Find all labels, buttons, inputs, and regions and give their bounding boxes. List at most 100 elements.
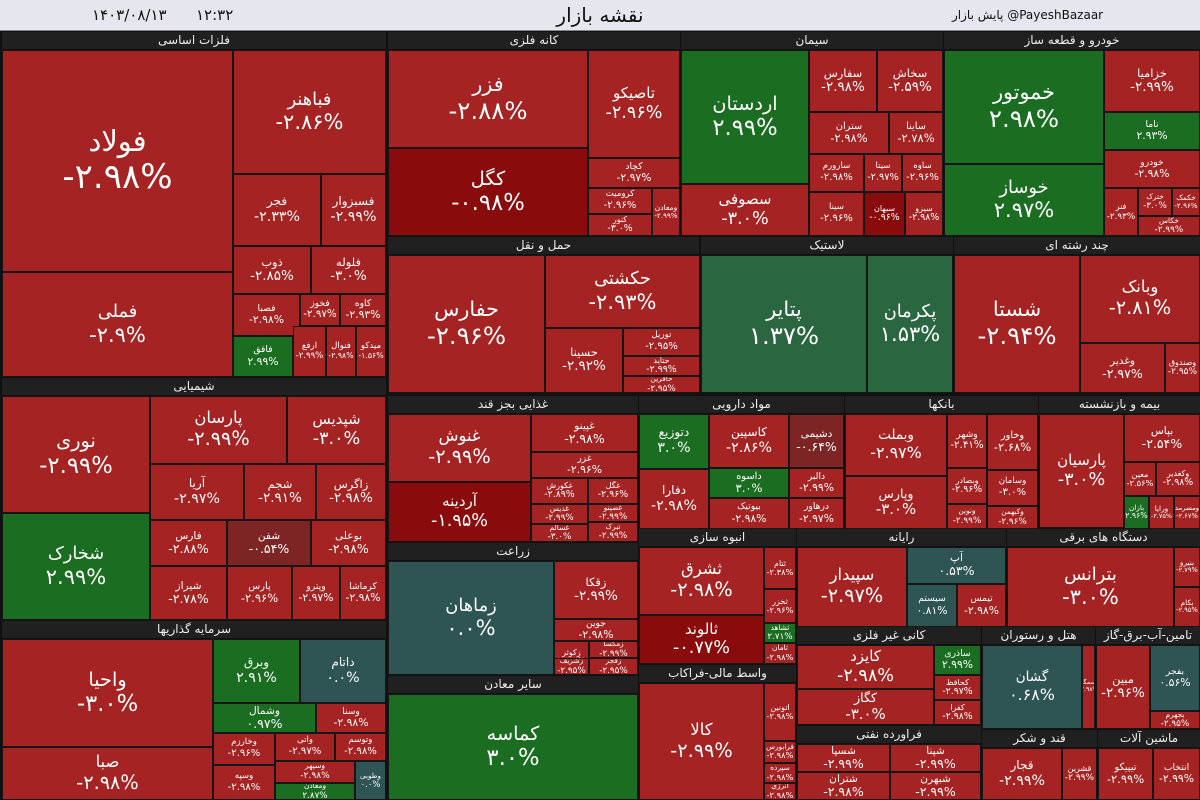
stock-tile[interactable]: فرابورس -۲.۹۸% [764, 741, 796, 763]
stock-tile[interactable]: وخارزم -۲.۹۶% [213, 733, 275, 765]
stock-tile[interactable]: تیمس -۲.۹۸% [957, 584, 1006, 627]
stock-tile[interactable]: ثتام -۲.۳۸% [764, 547, 796, 589]
stock-tile[interactable]: وسنا -۲.۹۸% [316, 703, 386, 733]
stock-tile[interactable]: ثالوند -۰.۷۷% [639, 615, 764, 664]
stock-tile[interactable]: فارس -۲.۸۸% [150, 520, 227, 566]
stock-tile[interactable]: تاصیکو -۲.۹۶% [588, 50, 680, 158]
stock-tile[interactable]: غصینو -۲.۹۹% [588, 504, 638, 522]
stock-tile[interactable]: غکورش -۲.۸۹% [531, 478, 588, 504]
stock-tile[interactable]: فلوله -۳.۰% [311, 246, 386, 294]
stock-tile[interactable]: شپنا -۲.۹۹% [890, 744, 981, 772]
stock-tile[interactable]: کگل -۰.۹۸% [388, 148, 588, 236]
stock-tile[interactable]: سیتا -۲.۹۷% [864, 154, 902, 192]
stock-tile[interactable]: غپینو -۲.۹۸% [531, 414, 638, 452]
stock-tile[interactable]: خوساز ۲.۹۷% [944, 164, 1104, 236]
stock-tile[interactable]: کچاد -۲.۹۷% [588, 158, 680, 188]
stock-tile[interactable]: فملی -۲.۹% [2, 272, 233, 377]
stock-tile[interactable]: پارسان -۲.۹۹% [150, 396, 287, 464]
stock-tile[interactable]: وتوسم -۲.۹۸% [335, 733, 386, 761]
stock-tile[interactable]: ومعادن -۲.۹۹% [652, 188, 680, 236]
stock-tile[interactable]: سیزو -۲.۹۸% [905, 192, 943, 236]
stock-tile[interactable]: غزر -۲.۹۶% [531, 452, 638, 478]
stock-tile[interactable]: سینا -۲.۹۶% [809, 192, 864, 236]
stock-tile[interactable]: ومسرمد -۲.۶۷% [1174, 496, 1200, 529]
stock-tile[interactable]: انرژی -۲.۹۸% [764, 783, 796, 800]
stock-tile[interactable]: میدکو -۱.۵۶% [356, 326, 386, 377]
stock-tile[interactable]: خودرو -۲.۹۸% [1104, 150, 1200, 188]
stock-tile[interactable]: انتخاب -۲.۹۹% [1153, 748, 1200, 800]
stock-tile[interactable]: معین -۲.۵۶% [1124, 462, 1156, 496]
stock-tile[interactable]: غدیس -۲.۹۹% [531, 504, 588, 524]
stock-tile[interactable]: ومعادن ۲.۸۷% [275, 783, 355, 800]
stock-tile[interactable]: وخاور -۲.۶۸% [987, 414, 1038, 470]
stock-tile[interactable]: ساینا -۲.۷۸% [889, 112, 943, 154]
stock-tile[interactable]: زمگسا -۲.۹۹% [589, 641, 638, 658]
stock-tile[interactable]: بترانس -۳.۰% [1007, 547, 1174, 627]
stock-tile[interactable]: زماهان ۰.۰% [388, 561, 554, 675]
stock-tile[interactable]: سیستم ۰.۸۱% [907, 584, 957, 627]
stock-tile[interactable]: ثامان -۲.۹۸% [764, 643, 796, 664]
stock-tile[interactable]: ستران -۲.۹۸% [809, 112, 889, 154]
stock-tile[interactable]: حافرین -۲.۹۵% [623, 376, 700, 393]
stock-tile[interactable]: ورایا -۲.۷۵% [1149, 496, 1174, 529]
stock-tile[interactable]: وبملت -۲.۹۷% [845, 414, 947, 476]
stock-tile[interactable]: اتونین -۲.۹۸% [764, 683, 796, 741]
stock-tile[interactable]: قجار -۲.۹۹% [982, 748, 1062, 800]
stock-tile[interactable]: حسینا -۲.۹۲% [545, 328, 623, 393]
stock-tile[interactable]: حتاید -۲.۹۹% [623, 356, 700, 376]
stock-tile[interactable]: نوری -۲.۹۹% [2, 396, 150, 513]
stock-tile[interactable]: وصندوق -۲.۹۵% [1165, 343, 1200, 393]
stock-tile[interactable]: درهاور -۲.۹۷% [789, 498, 844, 529]
stock-tile[interactable]: ونوین -۲.۹۹% [947, 504, 987, 529]
stock-tile[interactable]: پارسیان -۳.۰% [1039, 414, 1124, 528]
stock-tile[interactable]: شسپا -۲.۹۹% [797, 744, 890, 772]
stock-tile[interactable]: ارفع -۲.۹۹% [293, 326, 326, 377]
stock-tile[interactable]: وکبهمن -۲.۹۶% [987, 506, 1038, 529]
stock-tile[interactable]: قشرین -۲.۹۹% [1062, 748, 1097, 800]
stock-tile[interactable]: بکام -۲.۹۵% [1174, 587, 1200, 627]
stock-tile[interactable]: تبرک -۲.۹۹% [588, 522, 638, 542]
stock-tile[interactable]: وپترو -۲.۹۷% [292, 566, 340, 620]
stock-tile[interactable]: کرومیت -۲.۹۶% [588, 188, 652, 214]
stock-tile[interactable]: حفارس -۲.۹۶% [388, 255, 545, 393]
stock-tile[interactable]: آریا -۲.۹۷% [150, 464, 244, 520]
stock-tile[interactable]: سپیدار -۲.۹۷% [797, 547, 907, 627]
stock-tile[interactable]: کفرا -۲.۹۸% [934, 700, 981, 725]
stock-tile[interactable]: دتوزیع ۳.۰% [639, 414, 709, 469]
stock-tile[interactable]: کالا -۲.۹۹% [639, 683, 764, 800]
stock-tile[interactable]: بنیرو -۲.۷۹% [1174, 547, 1200, 587]
stock-tile[interactable]: بوعلی -۲.۹۸% [311, 520, 386, 566]
stock-tile[interactable]: خترک -۳.۰% [1138, 188, 1172, 216]
stock-tile[interactable]: وسپه -۲.۹۸% [213, 765, 275, 800]
stock-tile[interactable]: فصبا -۲.۹۸% [233, 294, 300, 336]
stock-tile[interactable]: جوین -۲.۹۸% [554, 619, 638, 641]
stock-tile[interactable]: وطوبی ۰.۰% [355, 761, 386, 800]
stock-tile[interactable]: شبهرن -۲.۹۹% [890, 772, 981, 800]
stock-tile[interactable]: وسامان -۳.۰% [987, 470, 1038, 506]
stock-tile[interactable]: سارورم -۲.۹۸% [809, 154, 864, 192]
stock-tile[interactable]: کاوه -۲.۹۳% [340, 294, 386, 326]
stock-tile[interactable]: فنر -۲.۹۳% [1104, 188, 1138, 236]
stock-tile[interactable]: کاسپین -۲.۸۶% [709, 414, 789, 468]
stock-tile[interactable]: فزر -۲.۸۸% [388, 50, 588, 148]
stock-tile[interactable]: ساذری ۲.۹۹% [934, 645, 981, 675]
stock-tile[interactable]: فافق ۲.۹۹% [233, 336, 293, 377]
stock-tile[interactable]: کحافظ -۲.۹۷% [934, 675, 981, 700]
stock-tile[interactable]: ساوه -۲.۹۶% [902, 154, 943, 192]
stock-tile[interactable]: فباهنر -۲.۸۶% [233, 50, 386, 174]
stock-tile[interactable]: وسپهر -۲.۹۸% [275, 761, 355, 783]
stock-tile[interactable]: شپدیس -۳.۰% [287, 396, 386, 464]
stock-tile[interactable]: واحیا -۳.۰% [2, 639, 213, 747]
stock-tile[interactable]: ذوب -۲.۸۵% [233, 246, 311, 294]
stock-tile[interactable]: داتام ۰.۰% [300, 639, 386, 703]
stock-tile[interactable]: زاگرس -۲.۹۸% [316, 464, 386, 520]
stock-tile[interactable]: آپ ۰.۵۳% [907, 547, 1006, 584]
stock-tile[interactable]: وغدیر -۲.۹۷% [1080, 343, 1165, 393]
stock-tile[interactable]: غنوش -۲.۹۹% [388, 414, 531, 482]
stock-tile[interactable]: حکشتی -۲.۹۳% [545, 255, 700, 328]
stock-tile[interactable]: شیراز -۲.۷۸% [150, 566, 227, 620]
stock-tile[interactable]: ثشرق -۲.۹۸% [639, 547, 764, 615]
stock-tile[interactable]: پتایر ۱.۳۷% [701, 255, 867, 393]
stock-tile[interactable]: بفجر ۰.۵۶% [1150, 645, 1200, 711]
stock-tile[interactable]: دفارا -۲.۹۸% [639, 469, 709, 529]
